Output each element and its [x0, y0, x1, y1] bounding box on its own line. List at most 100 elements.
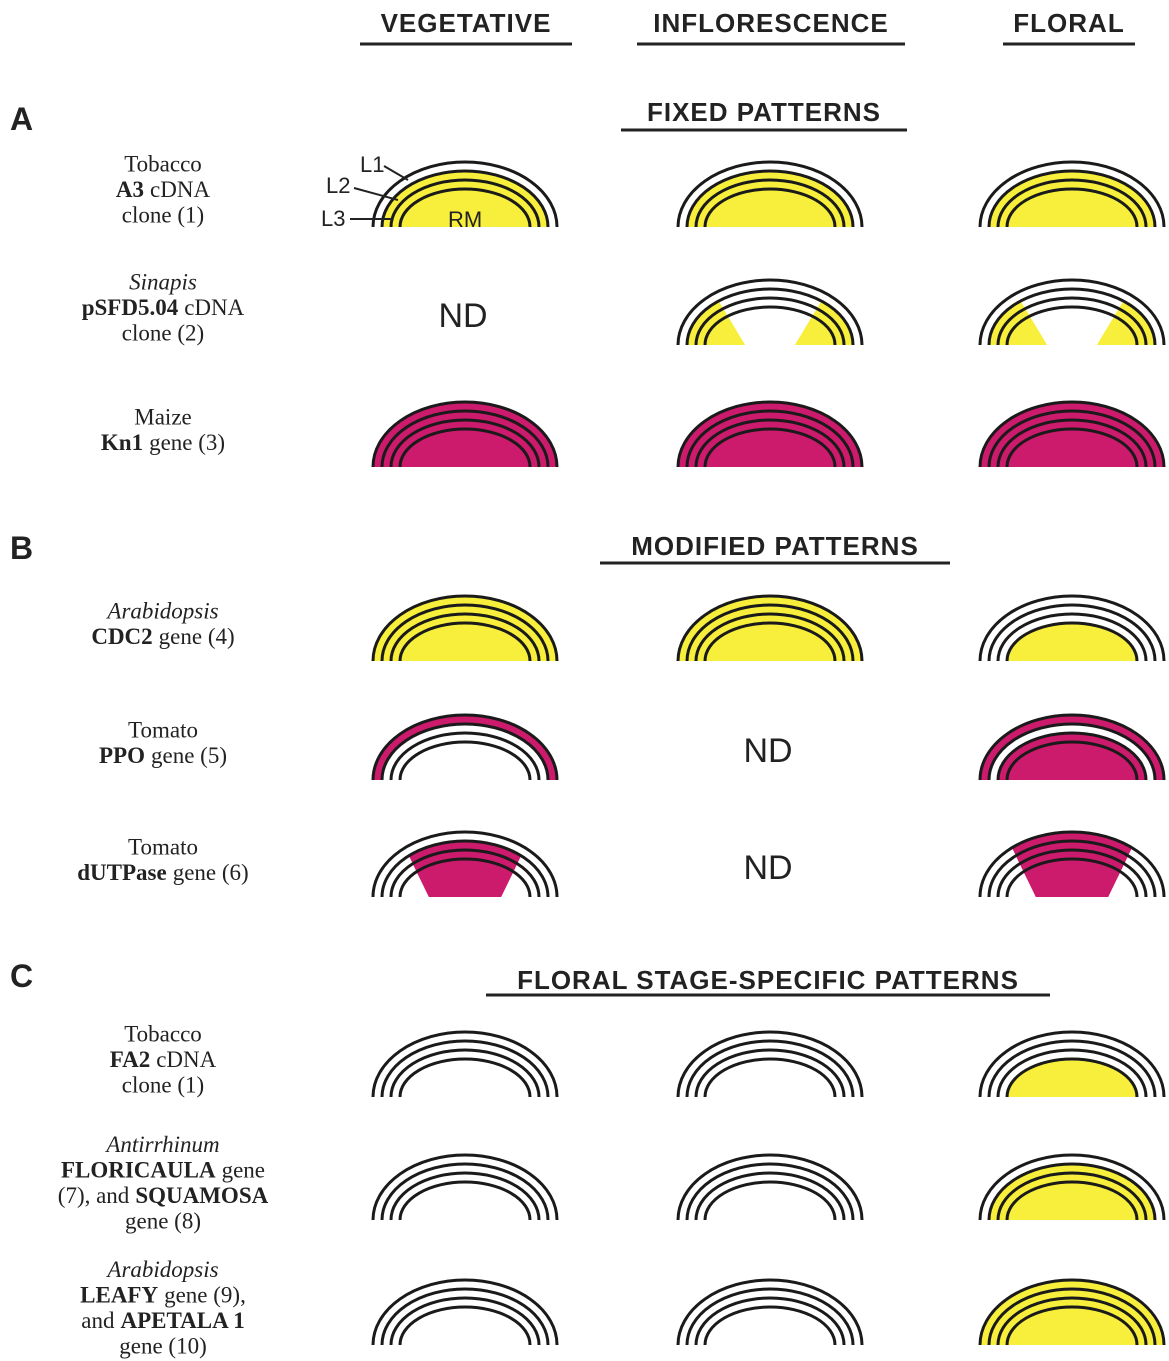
- meristem: [980, 162, 1164, 227]
- row-label: A3cDNA: [116, 177, 211, 202]
- label-part: A3: [116, 177, 144, 202]
- label-part: clone (1): [122, 203, 204, 228]
- label-part: Tomato: [128, 717, 198, 742]
- label-part: dUTPase: [77, 860, 166, 885]
- label-part: pSFD5.04: [82, 295, 179, 320]
- row-label: pSFD5.04cDNA: [82, 295, 245, 320]
- label-part: Tobacco: [124, 152, 202, 177]
- row-label: Kn1gene (3): [101, 430, 225, 455]
- column-header: VEGETATIVE: [381, 8, 552, 38]
- row-label: Tomato: [128, 717, 198, 742]
- label-part: CDC2: [91, 624, 152, 649]
- label-part: clone (2): [122, 321, 204, 346]
- section-letter: C: [10, 958, 33, 994]
- row-label: PPOgene (5): [99, 743, 227, 768]
- row-label: clone (1): [122, 1073, 204, 1098]
- meristem: [678, 1155, 862, 1220]
- row-label: Antirrhinum: [104, 1132, 219, 1157]
- row-label: Tomato: [128, 834, 198, 859]
- meristem: [980, 1032, 1164, 1097]
- meristem: [980, 596, 1164, 661]
- layer-label: L1: [360, 152, 384, 177]
- label-part: APETALA 1: [121, 1308, 245, 1333]
- column-header: INFLORESCENCE: [653, 8, 888, 38]
- meristem: [373, 596, 557, 661]
- section-title: MODIFIED PATTERNS: [631, 531, 919, 561]
- row-label: clone (2): [122, 321, 204, 346]
- meristem: [373, 715, 557, 780]
- row-label: Maize: [134, 404, 191, 429]
- meristem: [980, 832, 1164, 897]
- row-label: clone (1): [122, 203, 204, 228]
- layer-label: RM: [448, 207, 482, 232]
- meristem: [980, 715, 1164, 780]
- row-label: Tobacco: [124, 152, 202, 177]
- label-part: and: [81, 1308, 115, 1333]
- label-part: gene (9),: [164, 1282, 246, 1307]
- row-label: Tobacco: [124, 1022, 202, 1047]
- label-part: clone (1): [122, 1073, 204, 1098]
- label-part: gene (8): [125, 1208, 201, 1233]
- label-part: Arabidopsis: [105, 1257, 218, 1282]
- label-part: cDNA: [150, 177, 210, 202]
- meristem: [678, 596, 862, 661]
- row-label: dUTPase gene (6): [77, 860, 248, 885]
- label-part: Tobacco: [124, 1022, 202, 1047]
- meristem: [373, 1032, 557, 1097]
- label-part: cDNA: [184, 295, 244, 320]
- label-part: Antirrhinum: [104, 1132, 219, 1157]
- meristem: [980, 280, 1164, 345]
- label-part: Arabidopsis: [105, 598, 218, 623]
- label-part: cDNA: [156, 1047, 216, 1072]
- meristem: [373, 1280, 557, 1345]
- meristem: [373, 832, 557, 897]
- label-part: Maize: [134, 404, 191, 429]
- meristem: [373, 1155, 557, 1220]
- section-letter: B: [10, 530, 33, 566]
- meristem: [678, 162, 862, 227]
- meristem: [678, 1032, 862, 1097]
- section-title: FIXED PATTERNS: [647, 97, 881, 127]
- leader: [384, 166, 408, 180]
- label-part: gene (10): [119, 1333, 207, 1358]
- meristem: [678, 1280, 862, 1345]
- meristem: [980, 1155, 1164, 1220]
- label-part: FLORICAULA: [61, 1157, 216, 1182]
- row-label: (7), andSQUAMOSA: [58, 1183, 269, 1208]
- label-part: Tomato: [128, 834, 198, 859]
- row-label: gene (10): [119, 1333, 207, 1358]
- section-letter: A: [10, 101, 33, 137]
- meristem: [678, 402, 862, 467]
- meristem: [980, 402, 1164, 467]
- row-label: CDC2 gene (4): [91, 624, 234, 649]
- row-label: Arabidopsis: [105, 598, 218, 623]
- label-part: gene (4): [159, 624, 235, 649]
- row-label: Sinapis: [129, 270, 197, 295]
- column-header: FLORAL: [1013, 8, 1124, 38]
- meristem: [980, 1280, 1164, 1345]
- label-part: Sinapis: [129, 270, 197, 295]
- not-determined: ND: [743, 732, 792, 770]
- layer-label: L3: [321, 206, 345, 231]
- row-label: gene (8): [125, 1208, 201, 1233]
- label-part: (7), and: [58, 1183, 130, 1208]
- label-part: Kn1: [101, 430, 143, 455]
- label-part: gene: [222, 1157, 265, 1182]
- not-determined: ND: [743, 849, 792, 887]
- label-part: FA2: [110, 1047, 150, 1072]
- not-determined: ND: [438, 297, 487, 335]
- section-title: FLORAL STAGE-SPECIFIC PATTERNS: [517, 965, 1019, 995]
- label-part: gene (6): [173, 860, 249, 885]
- meristem: [373, 402, 557, 467]
- label-part: SQUAMOSA: [135, 1183, 268, 1208]
- label-part: PPO: [99, 743, 145, 768]
- label-part: gene (5): [151, 743, 227, 768]
- label-part: LEAFY: [80, 1282, 158, 1307]
- figure: VEGETATIVE INFLORESCENCE FLORAL ND ND ND A…: [0, 0, 1169, 1361]
- layer-label: L2: [326, 173, 350, 198]
- row-label: Arabidopsis: [105, 1257, 218, 1282]
- meristem: [678, 280, 862, 345]
